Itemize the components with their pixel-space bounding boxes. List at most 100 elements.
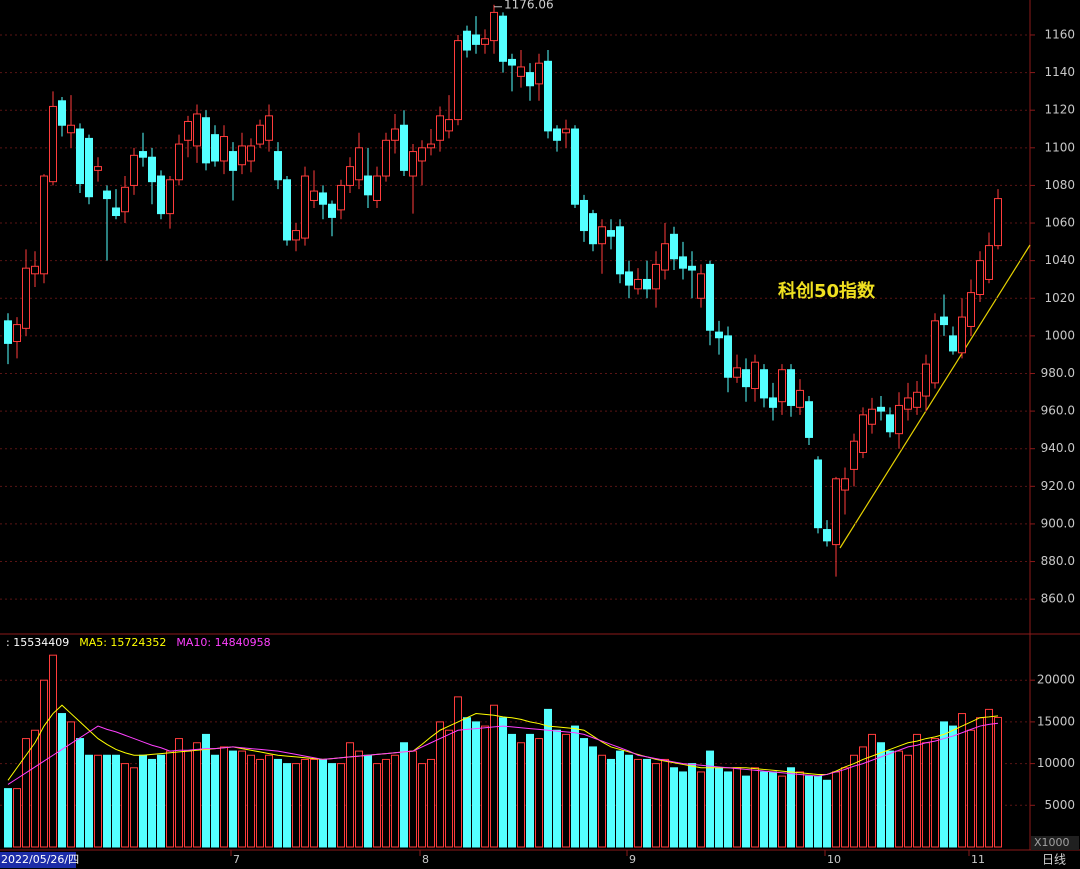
candle-body (544, 60, 552, 132)
volume-bar (940, 721, 948, 848)
volume-bar (913, 733, 921, 848)
candle-body (832, 478, 840, 546)
y-tick-label: 920.0 (1041, 479, 1075, 493)
volume-bar (670, 767, 678, 848)
candle-body (517, 66, 525, 77)
y-tick-label: 20000 (1037, 673, 1075, 687)
legend-label: MA5: 15724352 (79, 636, 166, 649)
candle-body (301, 175, 309, 239)
volume-bar (211, 754, 219, 848)
candle-body (463, 30, 471, 51)
candle-body (184, 120, 192, 141)
y-tick-label: 1160 (1044, 27, 1075, 41)
volume-bar (985, 708, 993, 848)
y-tick-label: 5000 (1044, 798, 1075, 812)
volume-bar (220, 746, 228, 848)
candle-body (13, 324, 21, 343)
volume-bar (184, 750, 192, 848)
candle-body (355, 147, 363, 181)
volume-bar (319, 758, 327, 848)
candle-body (967, 292, 975, 327)
volume-bar (652, 763, 660, 848)
candle-body (859, 414, 867, 453)
ma-line (7, 722, 999, 785)
candle-body (175, 143, 183, 181)
y-tick-label: 980.0 (1041, 366, 1075, 380)
candle-body (373, 175, 381, 201)
volume-bar (643, 758, 651, 848)
candle-body (814, 459, 822, 529)
candle-body (121, 186, 129, 213)
candle-body (940, 316, 948, 326)
candle-body (679, 256, 687, 269)
volume-bar (859, 746, 867, 848)
y-tick-label: 1140 (1044, 65, 1075, 79)
candle-body (364, 175, 372, 196)
volume-bar (994, 716, 1002, 848)
volume-bar (535, 738, 543, 848)
volume-bar (841, 767, 849, 848)
candle-body (283, 179, 291, 241)
volume-bar (688, 763, 696, 848)
y-tick-label: 1020 (1044, 291, 1075, 305)
candle-body (769, 397, 777, 408)
volume-bar (121, 763, 129, 848)
candle-body (661, 243, 669, 271)
volume-bar (13, 788, 21, 848)
x-tick-label: 7 (233, 853, 240, 866)
candle-body (706, 263, 714, 331)
volume-bar (400, 742, 408, 848)
candle-body (841, 478, 849, 491)
volume-bar (697, 771, 705, 848)
volume-bar (796, 771, 804, 848)
candle-body (922, 363, 930, 397)
x-tick-label: 9 (629, 853, 636, 866)
candle-body (868, 408, 876, 425)
volume-bar (580, 738, 588, 848)
volume-bar (175, 738, 183, 848)
volume-bar (877, 742, 885, 848)
volume-bar (517, 742, 525, 848)
volume-bar (589, 746, 597, 848)
candle-body (634, 278, 642, 290)
volume-bar (751, 767, 759, 848)
candle-body (850, 440, 858, 470)
volume-bar (148, 758, 156, 848)
y-tick-label: 1060 (1044, 216, 1075, 230)
candle-body (211, 134, 219, 162)
volume-bar (949, 725, 957, 848)
volume-bar (166, 750, 174, 848)
volume-bar (94, 754, 102, 848)
volume-bar (490, 704, 498, 848)
volume-bar (733, 767, 741, 848)
volume-bar (904, 754, 912, 848)
candle-body (796, 389, 804, 408)
volume-bar (58, 713, 66, 848)
y-tick-label: 940.0 (1041, 441, 1075, 455)
volume-bar (67, 721, 75, 848)
candle-body (148, 156, 156, 183)
candle-body (994, 198, 1002, 247)
volume-bar (346, 742, 354, 848)
candle-body (760, 369, 768, 399)
candle-body (715, 331, 723, 339)
volume-bar (265, 754, 273, 848)
y-tick-label: 960.0 (1041, 404, 1075, 418)
candle-body (4, 320, 12, 344)
candle-body (616, 226, 624, 275)
volume-bar (706, 750, 714, 848)
candle-body (103, 190, 111, 200)
y-tick-label: 10000 (1037, 756, 1075, 770)
x-tick-label: 10 (827, 853, 841, 866)
y-tick-label: 1080 (1044, 178, 1075, 192)
candle-body (274, 151, 282, 181)
volume-bar (769, 771, 777, 848)
candle-body (337, 184, 345, 211)
legend-label: MA10: 14840958 (176, 636, 270, 649)
candle-body (733, 367, 741, 378)
volume-bar (418, 763, 426, 848)
candle-body (787, 369, 795, 406)
volume-bar (463, 717, 471, 848)
volume-bar (760, 771, 768, 848)
candle-body (202, 117, 210, 164)
